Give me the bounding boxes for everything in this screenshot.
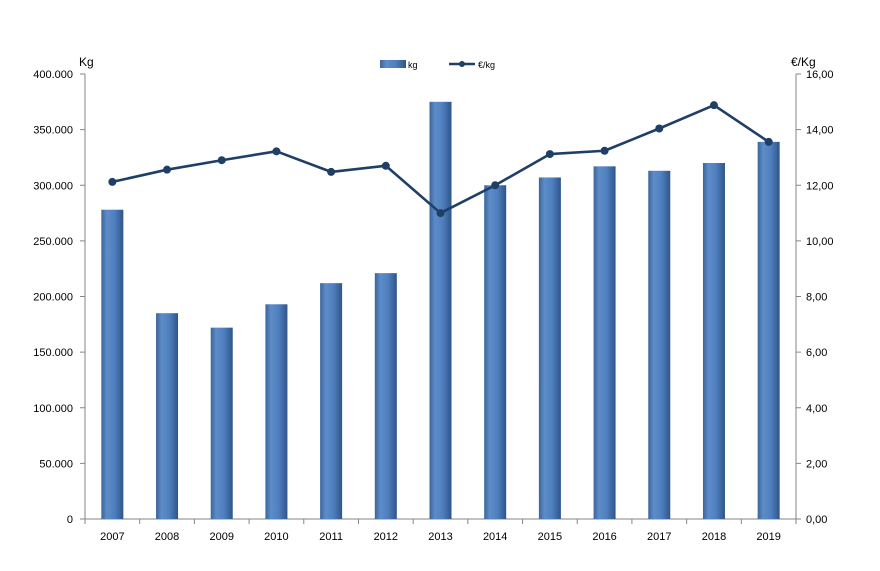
- left-axis-ticks: 0 50.000 100.000 150.000 200.000 250.000 300.0…: [33, 69, 85, 526]
- right-tick-label: 0,00: [806, 514, 827, 526]
- bar-2016: [593, 166, 616, 519]
- bar-2009: [210, 327, 233, 519]
- x-tick-label: 2016: [592, 531, 616, 543]
- price-point-2019: [764, 137, 773, 146]
- right-tick-label: 6,00: [806, 347, 827, 359]
- price-point-2014: [491, 181, 500, 190]
- bar-2015: [538, 177, 561, 519]
- bar-series: [101, 101, 780, 520]
- bar-2010: [265, 304, 288, 519]
- price-point-2008: [163, 165, 172, 174]
- x-tick-label: 2014: [483, 531, 507, 543]
- line-series: [108, 101, 773, 218]
- x-tick-label: 2008: [155, 531, 179, 543]
- price-point-2009: [217, 156, 226, 165]
- right-tick-label: 8,00: [806, 292, 827, 304]
- bar-2017: [648, 170, 671, 519]
- left-tick-label: 0: [67, 514, 73, 526]
- bar-2011: [320, 283, 343, 519]
- bar-2014: [484, 185, 507, 519]
- left-tick-label: 200.000: [33, 292, 73, 304]
- x-tick-label: 2013: [428, 531, 452, 543]
- x-tick-label: 2011: [319, 531, 343, 543]
- x-tick-label: 2018: [702, 531, 726, 543]
- left-tick-label: 250.000: [33, 236, 73, 248]
- right-tick-label: 14,00: [806, 125, 834, 137]
- x-tick-label: 2012: [374, 531, 398, 543]
- price-point-2017: [655, 124, 664, 133]
- price-point-2011: [327, 167, 336, 176]
- bar-2018: [702, 163, 725, 519]
- bar-2013: [429, 101, 452, 519]
- x-axis-ticks: 2007 2008 2009 2010 2011 2012 2013 2014 2015 2016…: [84, 519, 797, 543]
- left-axis-label: Kg: [79, 55, 94, 69]
- right-tick-label: 4,00: [806, 403, 827, 415]
- right-axis-label: €/Kg: [791, 55, 816, 69]
- right-tick-label: 2,00: [806, 458, 827, 470]
- bar-2019: [757, 141, 780, 520]
- price-point-2015: [545, 150, 554, 159]
- bar-2007: [101, 209, 124, 519]
- price-point-2012: [381, 161, 390, 170]
- legend-line-label: €/kg: [478, 60, 495, 70]
- x-tick-label: 2017: [647, 531, 671, 543]
- price-point-2018: [709, 101, 718, 110]
- bar-2008: [156, 313, 179, 519]
- right-axis-ticks: 0,00 2,00 4,00 6,00 8,00 10,00 12,00 14,00 16,00: [796, 69, 834, 526]
- price-point-2007: [108, 177, 117, 186]
- price-point-2010: [272, 147, 281, 156]
- x-tick-label: 2019: [756, 531, 780, 543]
- legend-bar-swatch: [380, 60, 406, 68]
- right-tick-label: 16,00: [806, 69, 834, 81]
- legend-line-marker: [459, 61, 465, 67]
- left-tick-label: 350.000: [33, 125, 73, 137]
- legend: kg €/kg: [380, 60, 495, 70]
- right-tick-label: 10,00: [806, 236, 834, 248]
- price-point-2013: [436, 209, 445, 218]
- bar-2012: [374, 273, 397, 519]
- left-tick-label: 300.000: [33, 180, 73, 192]
- left-tick-label: 400.000: [33, 69, 73, 81]
- x-tick-label: 2015: [538, 531, 562, 543]
- x-tick-label: 2007: [100, 531, 124, 543]
- left-tick-label: 100.000: [33, 403, 73, 415]
- x-tick-label: 2010: [264, 531, 288, 543]
- right-tick-label: 12,00: [806, 180, 834, 192]
- legend-bar-label: kg: [408, 60, 418, 70]
- price-point-2016: [600, 146, 609, 155]
- left-tick-label: 50.000: [39, 458, 73, 470]
- x-tick-label: 2009: [209, 531, 233, 543]
- left-tick-label: 150.000: [33, 347, 73, 359]
